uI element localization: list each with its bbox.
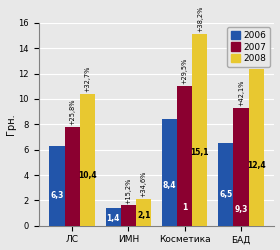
Text: +32,7%: +32,7% [84, 66, 90, 92]
Text: +25,8%: +25,8% [69, 98, 75, 125]
Text: 6,5: 6,5 [219, 190, 232, 199]
Text: 1: 1 [182, 203, 187, 212]
Text: 10,4: 10,4 [78, 171, 97, 180]
Text: 6,3: 6,3 [50, 191, 64, 200]
Bar [249, 68, 264, 226]
Text: +38,2%: +38,2% [197, 6, 203, 32]
Bar [80, 94, 95, 226]
Text: +29,5%: +29,5% [182, 58, 188, 84]
Bar [177, 86, 192, 226]
Bar [192, 34, 207, 226]
Legend: 2006, 2007, 2008: 2006, 2007, 2008 [227, 28, 270, 66]
Text: 8,4: 8,4 [163, 181, 176, 190]
Bar [218, 143, 233, 226]
Bar [49, 146, 65, 226]
Text: 9,3: 9,3 [234, 205, 248, 214]
Bar [233, 108, 249, 226]
Text: +34,6%: +34,6% [141, 171, 147, 197]
Text: +42,1%: +42,1% [238, 80, 244, 106]
Text: 15,1: 15,1 [191, 148, 209, 158]
Text: 12,4: 12,4 [247, 162, 265, 170]
Bar [106, 208, 121, 226]
Text: 1,4: 1,4 [107, 214, 120, 224]
Text: +33,7%: +33,7% [253, 40, 259, 67]
Bar [65, 127, 80, 226]
Text: +15,2%: +15,2% [125, 177, 131, 204]
Bar [162, 119, 177, 226]
Y-axis label: Грн.: Грн. [6, 114, 16, 135]
Text: 2,1: 2,1 [137, 211, 150, 220]
Bar [136, 199, 151, 226]
Bar [121, 206, 136, 226]
